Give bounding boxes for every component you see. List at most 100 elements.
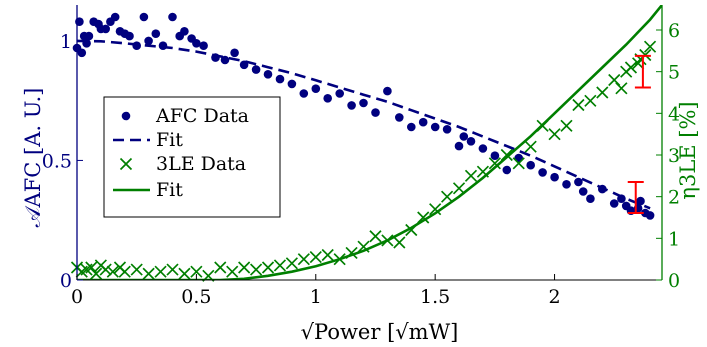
le-data-point [178,267,191,280]
afc-data-point [220,55,230,65]
afc-data-point [490,151,500,160]
afc-data-point [383,86,392,96]
le-data-point [226,265,239,278]
afc-data-point [562,180,571,189]
afc-data-point [101,24,110,34]
legend-label: Fit [156,129,183,151]
le-data-point [297,253,310,266]
curves-layer [77,5,662,280]
afc-data-point [617,194,626,203]
le-data-point [238,261,251,274]
le-data-point [560,119,573,132]
afc-data-point [211,53,220,62]
afc-data-point [144,36,153,46]
afc-data-point [84,31,94,41]
legend-label: AFC Data [155,105,249,127]
le-data-point [643,40,657,53]
le-data-point [441,190,454,203]
le-data-point [464,169,478,182]
le-data-point [369,230,382,243]
afc-data-point [180,27,189,36]
afc-data-point [158,41,168,50]
left-y-tick-label: 0.5 [42,150,72,172]
tick-labels-layer: 0 0.5 1 1.5 2 0 0.5 1 0 1 2 3 4 5 6 [42,20,680,308]
le-data-point [99,263,112,276]
right-y-tick-label: 2 [668,187,680,209]
le-data-point [405,223,418,237]
le-data-point [624,61,638,74]
le-data-point [321,248,334,262]
x-tick-label: 2 [549,286,561,308]
afc-data-point [442,125,452,134]
left-y-tick-label: 1 [60,31,72,53]
afc-data-point [578,187,588,196]
afc-data-point [275,74,285,84]
afc-data-point [110,12,120,22]
le-data-point [202,269,215,282]
afc-fit-line [77,39,651,210]
afc-data-point [192,39,201,48]
le-data-point [512,157,525,170]
le-data-point [345,246,358,260]
afc-data-point [550,172,559,182]
afc-data-point [151,29,161,38]
afc-data-point [139,12,149,22]
afc-data-point [125,31,134,41]
le-data-point [393,236,406,249]
le-data-point [261,261,275,274]
le-data-point [106,265,119,278]
afc-data-point [418,117,428,127]
afc-data-point [538,168,547,177]
afc-data-point [502,165,512,175]
le-data-point [584,94,597,107]
afc-data-point [636,196,645,206]
le-data-point [615,82,628,95]
afc-data-point [359,98,368,108]
right-y-tick-label: 6 [668,20,680,42]
le-data-point [166,263,179,276]
right-y-tick-label: 0 [668,270,680,292]
le-data-point [309,250,322,264]
le-data-point [452,182,466,195]
le-data-point [90,267,103,280]
le-data-point [130,263,143,276]
x-tick-label: 1.5 [420,286,450,308]
right-y-tick-label: 1 [668,228,680,250]
le-data-point [417,211,430,224]
le-data-point [524,140,537,153]
error-bars-layer [627,54,651,215]
afc-data-point [239,60,249,70]
afc-data-point [371,108,380,117]
axis-titles-layer: √Power [√mW] 𝒜AFC [A. U.] η3LE [%] [21,88,700,344]
afc-data-point [645,211,655,220]
legend-label: 3LE Data [156,153,246,175]
legend-marker-dot [121,111,131,121]
x-tick-label: 0.5 [181,286,211,308]
afc-data-point [459,132,469,141]
right-y-tick-label: 4 [668,103,680,125]
afc-data-point [251,65,261,74]
afc-data-point [526,160,535,170]
afc-data-point [395,113,404,122]
afc-data-point [430,122,440,132]
le-data-point [381,234,394,247]
right-y-axis-title: η3LE [%] [676,101,700,199]
left-y-axis-title: 𝒜AFC [A. U.] [21,88,45,228]
x-tick-label: 1 [310,286,322,308]
afc-data-point [407,122,416,132]
le-data-point [214,261,227,274]
afc-data-point [299,89,309,98]
le-data-point [190,265,203,278]
le-data-point [154,265,167,278]
afc-data-point [230,48,239,58]
afc-data-point [263,70,273,79]
le-data-point [476,165,490,178]
afc-data-point [586,194,595,203]
afc-data-point [323,94,333,103]
afc-data-point [287,79,297,89]
le-data-point [488,157,501,170]
le-data-point [596,86,609,99]
x-tick-label: 0 [71,286,83,308]
